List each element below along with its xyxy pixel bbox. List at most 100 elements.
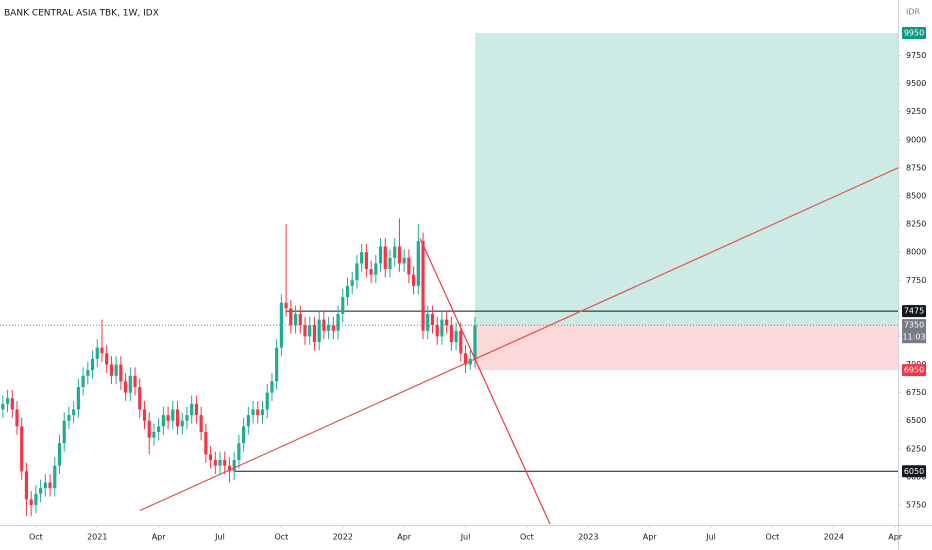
- y-tick-label: 9750: [906, 51, 926, 60]
- currency-label: IDR: [906, 8, 921, 17]
- candle-body: [157, 426, 161, 432]
- candle-body: [275, 347, 279, 382]
- candle-body: [95, 347, 99, 359]
- candle-body: [279, 302, 283, 348]
- candle-body: [284, 302, 288, 309]
- candle-body: [185, 415, 189, 421]
- x-tick-label: Oct: [520, 533, 534, 542]
- candle-body: [34, 493, 38, 505]
- candle-body: [322, 319, 326, 331]
- candle-body: [180, 420, 184, 427]
- candle-body: [402, 257, 406, 264]
- price-label-box: [902, 305, 926, 318]
- candle-body: [194, 403, 199, 416]
- candle-body: [246, 415, 250, 427]
- candle-body: [393, 246, 397, 258]
- candle-body: [15, 409, 19, 427]
- y-tick-label: 9000: [906, 135, 926, 144]
- x-tick-label: Oct: [29, 533, 43, 542]
- countdown: 11:03: [902, 333, 925, 342]
- candle-body: [473, 325, 477, 359]
- candle-body: [360, 252, 364, 264]
- y-tick-label: 8000: [906, 248, 926, 257]
- candle-body: [430, 313, 435, 326]
- x-tick-label: Apr: [397, 533, 412, 542]
- candle-body: [336, 313, 340, 331]
- x-tick-label: Oct: [765, 533, 779, 542]
- candle-body: [227, 465, 232, 472]
- loss-zone: [474, 325, 898, 371]
- price-label: 9950: [904, 29, 924, 38]
- candle-body: [341, 297, 345, 314]
- candle-body: [223, 460, 227, 466]
- y-tick-label: 9500: [906, 79, 926, 88]
- candle-body: [459, 330, 463, 354]
- candle-body: [407, 257, 411, 275]
- candle-body: [397, 246, 402, 264]
- candle-body: [39, 488, 43, 494]
- candle-body: [175, 409, 180, 427]
- candle-body: [256, 409, 260, 416]
- candle-body: [445, 319, 449, 326]
- candle-body: [5, 398, 10, 404]
- candle-body: [43, 482, 47, 489]
- candle-body: [24, 471, 29, 500]
- candle-body: [147, 420, 151, 438]
- candle-body: [133, 375, 137, 388]
- x-tick-label: Apr: [888, 533, 903, 542]
- candle-body: [251, 409, 255, 416]
- candle-body: [449, 325, 453, 343]
- trend-line: [139, 167, 899, 512]
- price-label: 6050: [904, 467, 924, 476]
- candle-body: [378, 246, 383, 264]
- candle-body: [128, 375, 132, 393]
- candle-body: [270, 381, 274, 393]
- candle-body: [20, 426, 24, 472]
- candle-body: [119, 364, 123, 382]
- x-tick-label: 2023: [578, 533, 598, 542]
- candle-body: [10, 398, 14, 410]
- y-tick-label: 6250: [906, 444, 926, 453]
- y-tick-label: 8500: [906, 191, 926, 200]
- candle-body: [109, 364, 114, 376]
- candle-body: [218, 460, 222, 466]
- trend-line: [419, 238, 551, 525]
- candle-body: [204, 431, 208, 455]
- candle-body: [374, 263, 378, 275]
- price-label-box: [902, 27, 926, 40]
- candle-body: [293, 313, 298, 326]
- candle-body: [463, 353, 468, 365]
- x-tick-label: 2022: [333, 533, 353, 542]
- candle-body: [327, 325, 331, 331]
- y-tick-label: 6750: [906, 388, 926, 397]
- candle-body: [86, 370, 90, 376]
- x-tick-label: Apr: [152, 533, 167, 542]
- y-tick-label: 9250: [906, 107, 926, 116]
- price-label: 6950: [904, 366, 924, 375]
- candle-body: [57, 443, 62, 466]
- candle-body: [62, 420, 66, 444]
- candle-body: [90, 358, 95, 371]
- candle-body: [76, 387, 80, 410]
- candle-body: [152, 431, 156, 438]
- price-label: 7475: [904, 307, 924, 316]
- x-tick-label: Jul: [214, 533, 225, 542]
- candle-body: [411, 274, 416, 286]
- candle-body: [364, 252, 368, 270]
- last-price-box: [902, 319, 926, 332]
- candle-body: [383, 246, 387, 270]
- candle-body: [303, 325, 307, 337]
- candle-body: [48, 482, 52, 489]
- candle-body: [289, 308, 293, 326]
- candle-body: [171, 409, 175, 421]
- candle-body: [166, 415, 170, 421]
- chart-title: BANK CENTRAL ASIA TBK, 1W, IDX: [4, 9, 159, 19]
- candle-body: [1, 403, 5, 410]
- candle-body: [190, 403, 194, 416]
- candle-body: [123, 381, 128, 393]
- candle-body: [199, 415, 203, 432]
- candle-body: [29, 499, 33, 505]
- candle-body: [53, 465, 57, 489]
- candle-body: [242, 426, 246, 444]
- candle-body: [138, 387, 142, 410]
